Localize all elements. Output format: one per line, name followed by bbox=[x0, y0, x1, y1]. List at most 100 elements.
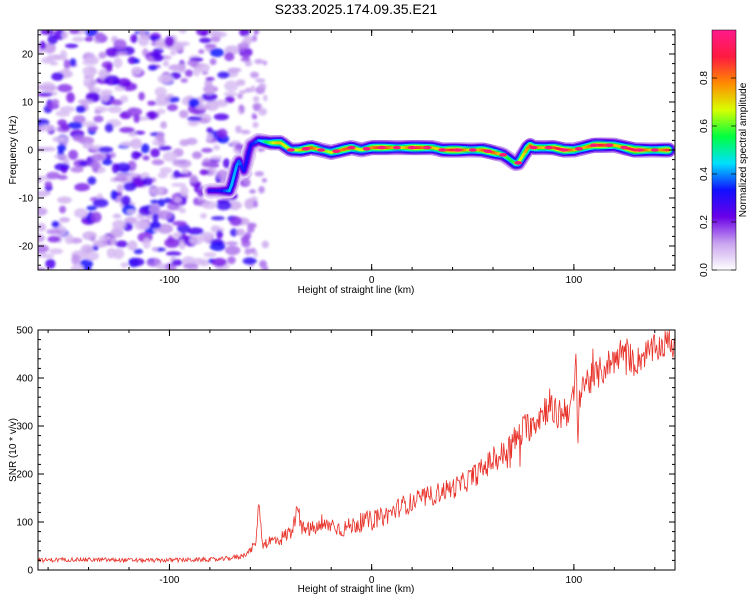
noise-blob bbox=[51, 72, 64, 81]
noise-blob bbox=[199, 37, 212, 44]
noise-blob bbox=[244, 60, 253, 67]
noise-blob bbox=[204, 43, 217, 49]
noise-blob bbox=[185, 137, 198, 145]
top-y-axis-label: Frequency (Hz) bbox=[8, 116, 19, 185]
noise-blob bbox=[198, 49, 205, 54]
bottom-y-axis-label: SNR (10 * v/v) bbox=[8, 418, 19, 482]
noise-blob bbox=[38, 244, 50, 253]
noise-blob bbox=[172, 220, 187, 227]
noise-blob bbox=[57, 196, 72, 204]
noise-blob bbox=[82, 142, 94, 149]
noise-blob bbox=[149, 35, 160, 41]
noise-blob bbox=[54, 163, 70, 171]
ridge-hotspot bbox=[438, 148, 447, 152]
noise-blob bbox=[117, 78, 131, 88]
noise-blob bbox=[115, 51, 128, 56]
noise-blob bbox=[150, 199, 160, 204]
noise-blob bbox=[86, 205, 97, 211]
noise-blob bbox=[157, 198, 166, 207]
noise-blob bbox=[170, 49, 177, 56]
noise-blob bbox=[77, 99, 94, 105]
noise-blob bbox=[263, 94, 268, 102]
noise-blob bbox=[254, 58, 264, 65]
noise-blob bbox=[253, 30, 259, 35]
noise-blob bbox=[170, 182, 187, 187]
noise-blob bbox=[47, 34, 58, 45]
noise-blob bbox=[180, 78, 188, 83]
noise-blob bbox=[115, 162, 131, 172]
bottom-y-axis: 0 100 200 300 400 500 bbox=[16, 326, 675, 577]
noise-blobs bbox=[38, 30, 270, 270]
noise-blob bbox=[92, 240, 108, 248]
noise-blob bbox=[195, 105, 211, 110]
y-tick-label: 0 bbox=[27, 566, 33, 577]
noise-blob bbox=[123, 182, 137, 192]
bottom-x-axis-label: Height of straight line (km) bbox=[298, 584, 415, 595]
noise-blob bbox=[57, 226, 67, 237]
snr-frame bbox=[37, 329, 676, 571]
noise-blob bbox=[130, 34, 138, 44]
noise-blob bbox=[160, 121, 168, 129]
noise-blob bbox=[124, 216, 138, 225]
noise-blob bbox=[258, 83, 267, 91]
bottom-x-axis: -100 0 100 bbox=[47, 330, 656, 586]
noise-blob bbox=[87, 82, 95, 92]
noise-blob bbox=[243, 35, 253, 43]
ridge-hotspot bbox=[468, 148, 477, 152]
noise-blob bbox=[262, 60, 268, 66]
noise-blob bbox=[156, 108, 166, 115]
noise-blob bbox=[242, 257, 257, 265]
noise-blob bbox=[115, 240, 128, 248]
noise-blob bbox=[261, 266, 268, 270]
ridge-hotspot bbox=[529, 145, 538, 150]
noise-blob bbox=[68, 149, 79, 160]
noise-blob bbox=[90, 161, 102, 170]
noise-blob bbox=[251, 34, 258, 42]
noise-blob bbox=[148, 65, 158, 71]
noise-blob bbox=[98, 146, 114, 153]
noise-blob bbox=[113, 57, 123, 69]
noise-blob bbox=[184, 69, 193, 77]
noise-blob bbox=[192, 258, 205, 265]
noise-blob bbox=[152, 213, 159, 223]
noise-blob bbox=[187, 60, 199, 66]
noise-blob bbox=[173, 232, 182, 239]
noise-blob bbox=[236, 79, 246, 86]
y-tick-label: 0 bbox=[27, 146, 33, 157]
noise-blob bbox=[116, 172, 129, 177]
noise-blob bbox=[134, 220, 150, 231]
noise-blob bbox=[240, 105, 245, 114]
noise-blob bbox=[69, 30, 80, 35]
noise-blob bbox=[149, 221, 161, 229]
noise-blob bbox=[91, 153, 104, 162]
x-tick-label: 100 bbox=[566, 575, 583, 586]
y-tick-label: 20 bbox=[22, 50, 34, 61]
noise-blob bbox=[57, 84, 73, 93]
noise-blob bbox=[112, 213, 122, 219]
ridge-hotspot bbox=[514, 161, 523, 165]
noise-blob bbox=[59, 217, 70, 223]
noise-blob bbox=[252, 121, 259, 128]
noise-blob bbox=[157, 74, 174, 84]
noise-blob bbox=[236, 143, 243, 148]
noise-blob bbox=[67, 121, 83, 130]
noise-blob bbox=[39, 124, 55, 132]
noise-blob bbox=[120, 195, 131, 206]
ridge-hotspot bbox=[286, 148, 295, 152]
ridge-hotspot bbox=[332, 149, 341, 153]
noise-blob bbox=[46, 228, 62, 235]
ridge-hotspot bbox=[574, 147, 583, 151]
noise-blob bbox=[148, 204, 161, 214]
noise-blob bbox=[81, 121, 97, 127]
noise-blob bbox=[59, 49, 68, 61]
noise-blob bbox=[165, 251, 182, 256]
y-tick-label: 300 bbox=[16, 422, 33, 433]
noise-blob bbox=[78, 161, 88, 166]
noise-blob bbox=[38, 207, 48, 216]
ridge-hotspot bbox=[408, 145, 417, 150]
noise-blob bbox=[146, 260, 154, 265]
noise-blob bbox=[70, 166, 84, 173]
noise-blob bbox=[51, 99, 60, 106]
noise-blob bbox=[253, 250, 258, 258]
ridge-hotspot bbox=[635, 148, 644, 152]
